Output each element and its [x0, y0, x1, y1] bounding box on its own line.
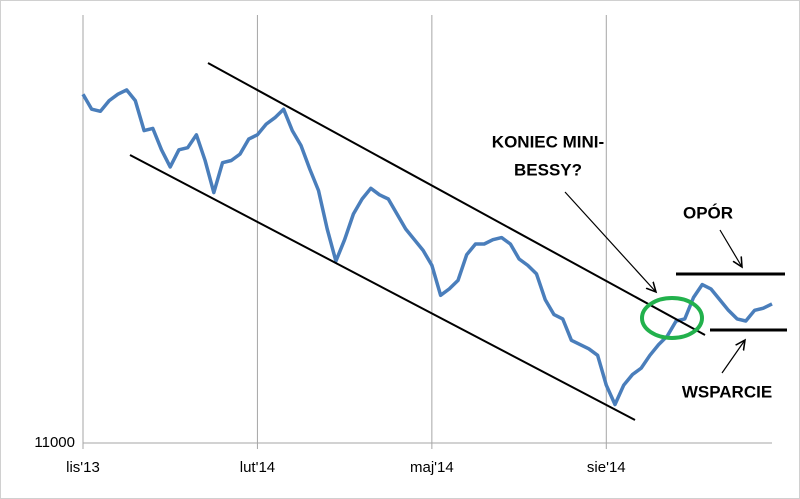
arrow	[721, 340, 745, 374]
grid: lis'13 lut'14 maj'14 sie'14 11000	[34, 15, 772, 476]
x-tick-label: sie'14	[587, 459, 626, 476]
data-line	[81, 88, 773, 407]
channel-upper	[207, 62, 706, 336]
x-tick-label: lis'13	[66, 459, 100, 476]
plot	[81, 88, 773, 407]
annotation: BESSY?	[514, 160, 582, 179]
y-tick-label: 11000	[34, 434, 75, 451]
arrow	[719, 229, 742, 267]
annotation: KONIEC MINI-	[492, 132, 604, 151]
channel-lower	[129, 154, 636, 421]
annotation: OPÓR	[683, 203, 733, 222]
annotation: WSPARCIE	[682, 382, 772, 401]
x-tick-label: lut'14	[240, 459, 275, 476]
arrow	[564, 191, 656, 292]
x-tick-label: maj'14	[410, 459, 454, 476]
breakout-circle	[640, 296, 704, 340]
